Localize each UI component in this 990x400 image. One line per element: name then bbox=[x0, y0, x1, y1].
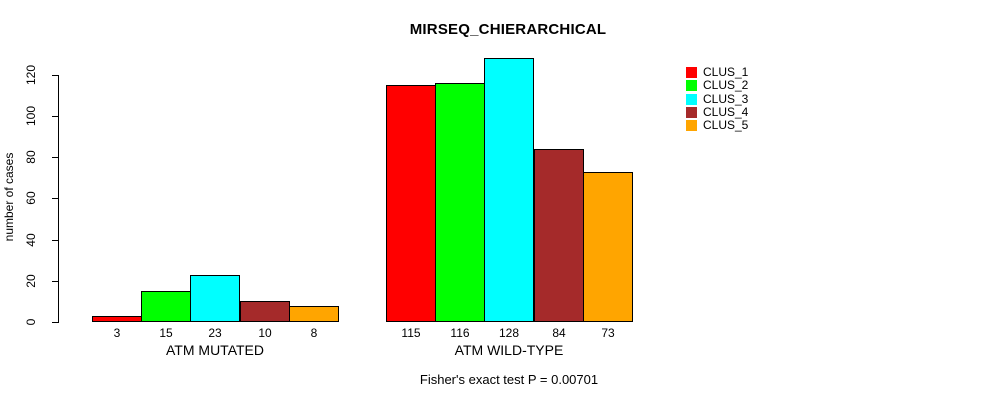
legend-label: CLUS_5 bbox=[703, 118, 749, 132]
x-axis-group-label: ATM MUTATED bbox=[166, 342, 264, 358]
y-axis-tick-label: 40 bbox=[24, 233, 38, 247]
y-axis-tick bbox=[52, 322, 59, 323]
bar-clus_1-group1 bbox=[92, 316, 142, 322]
legend-swatch bbox=[686, 80, 697, 91]
bar-clus_4-group2 bbox=[534, 149, 584, 322]
bar-clus_4-group1 bbox=[240, 301, 290, 322]
y-axis-tick bbox=[52, 281, 59, 282]
legend-label: CLUS_2 bbox=[703, 78, 749, 92]
y-axis-line bbox=[58, 75, 59, 323]
y-axis-label: number of cases bbox=[2, 152, 16, 242]
y-axis-tick bbox=[52, 75, 59, 76]
stat-caption: Fisher's exact test P = 0.00701 bbox=[419, 372, 599, 387]
legend-label: CLUS_3 bbox=[703, 92, 749, 106]
y-axis-tick-label: 60 bbox=[24, 191, 38, 205]
bar-clus_1-group2 bbox=[386, 85, 436, 322]
legend-item-clus_2: CLUS_2 bbox=[686, 79, 748, 92]
y-axis-tick-label: 120 bbox=[24, 64, 38, 86]
bar-clus_5-group2 bbox=[583, 172, 633, 322]
legend-swatch bbox=[686, 94, 697, 105]
legend-swatch bbox=[686, 120, 697, 131]
y-axis-tick bbox=[52, 116, 59, 117]
y-axis-tick bbox=[52, 157, 59, 158]
bar-value-label: 10 bbox=[258, 326, 272, 340]
y-axis-tick-label: 100 bbox=[24, 105, 38, 127]
y-axis-tick-label: 20 bbox=[24, 274, 38, 288]
legend-item-clus_3: CLUS_3 bbox=[686, 93, 748, 106]
legend-label: CLUS_1 bbox=[703, 65, 749, 79]
bar-value-label: 8 bbox=[310, 326, 318, 340]
bar-clus_2-group1 bbox=[141, 291, 191, 322]
bar-value-label: 84 bbox=[552, 326, 566, 340]
legend-item-clus_5: CLUS_5 bbox=[686, 119, 748, 132]
bar-value-label: 116 bbox=[450, 326, 470, 340]
bar-clus_5-group1 bbox=[289, 306, 339, 322]
bar-value-label: 73 bbox=[601, 326, 615, 340]
bar-value-label: 23 bbox=[208, 326, 222, 340]
legend-label: CLUS_4 bbox=[703, 105, 749, 119]
y-axis-tick bbox=[52, 198, 59, 199]
y-axis-tick bbox=[52, 240, 59, 241]
y-axis-tick-label: 80 bbox=[24, 150, 38, 164]
bar-value-label: 15 bbox=[159, 326, 173, 340]
bar-value-label: 3 bbox=[113, 326, 121, 340]
bar-clus_2-group2 bbox=[435, 83, 485, 322]
bar-value-label: 128 bbox=[498, 326, 520, 340]
legend-swatch bbox=[686, 107, 697, 118]
x-axis-group-label: ATM WILD-TYPE bbox=[454, 342, 564, 358]
legend-swatch bbox=[686, 67, 697, 78]
y-axis-tick-label: 0 bbox=[24, 318, 38, 326]
bar-value-label: 115 bbox=[401, 326, 421, 340]
legend-item-clus_4: CLUS_4 bbox=[686, 106, 748, 119]
bar-clus_3-group2 bbox=[484, 58, 534, 322]
legend-item-clus_1: CLUS_1 bbox=[686, 66, 748, 79]
chart-title: MIRSEQ_CHIERARCHICAL bbox=[409, 21, 607, 38]
bar-clus_3-group1 bbox=[190, 275, 240, 322]
